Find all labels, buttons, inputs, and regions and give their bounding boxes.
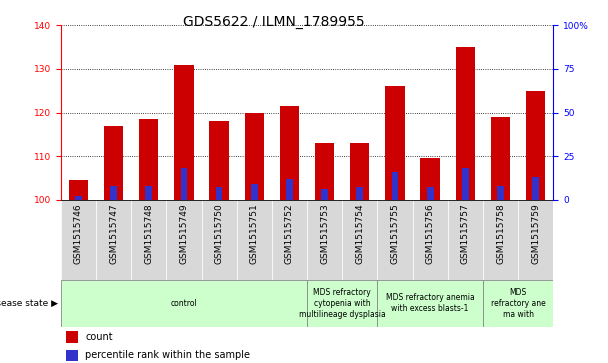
Bar — [66, 350, 78, 361]
Bar — [321, 189, 328, 200]
Text: GSM1515746: GSM1515746 — [74, 204, 83, 264]
Text: MDS refractory anemia
with excess blasts-1: MDS refractory anemia with excess blasts… — [386, 293, 474, 313]
Text: GSM1515753: GSM1515753 — [320, 204, 329, 264]
Text: GSM1515755: GSM1515755 — [390, 204, 399, 264]
Bar — [356, 187, 363, 200]
Bar — [447, 200, 483, 280]
Text: GSM1515758: GSM1515758 — [496, 204, 505, 264]
Bar — [533, 177, 539, 200]
Text: GSM1515747: GSM1515747 — [109, 204, 118, 264]
Bar — [216, 187, 223, 200]
Bar — [483, 280, 553, 327]
Bar — [181, 168, 187, 200]
Text: MDS
refractory ane
ma with: MDS refractory ane ma with — [491, 287, 545, 319]
Bar — [491, 117, 510, 200]
Bar — [526, 91, 545, 200]
Bar — [69, 180, 88, 200]
Bar — [385, 86, 405, 200]
Bar — [392, 172, 398, 200]
Bar — [280, 106, 299, 200]
Text: GSM1515752: GSM1515752 — [285, 204, 294, 264]
Bar — [462, 168, 469, 200]
Text: GSM1515750: GSM1515750 — [215, 204, 224, 264]
Text: count: count — [85, 332, 113, 342]
Text: GSM1515748: GSM1515748 — [144, 204, 153, 264]
Text: disease state ▶: disease state ▶ — [0, 299, 58, 307]
Bar — [209, 121, 229, 200]
Bar — [145, 186, 152, 200]
Bar — [286, 179, 293, 200]
Text: GSM1515754: GSM1515754 — [355, 204, 364, 264]
Bar — [237, 200, 272, 280]
Bar — [483, 200, 518, 280]
Bar — [378, 200, 413, 280]
Bar — [421, 158, 440, 200]
Bar — [167, 200, 201, 280]
Bar — [272, 200, 307, 280]
Bar — [350, 143, 370, 200]
Text: MDS refractory
cytopenia with
multilineage dysplasia: MDS refractory cytopenia with multilinea… — [299, 287, 385, 319]
Bar — [139, 119, 159, 200]
Bar — [378, 280, 483, 327]
Bar — [75, 196, 81, 200]
Bar — [307, 280, 378, 327]
Bar — [174, 65, 193, 200]
Text: GSM1515757: GSM1515757 — [461, 204, 470, 264]
Bar — [131, 200, 167, 280]
Bar — [110, 186, 117, 200]
Text: GSM1515759: GSM1515759 — [531, 204, 540, 264]
Bar — [61, 280, 307, 327]
Bar — [104, 126, 123, 200]
Bar — [497, 186, 504, 200]
Text: GSM1515756: GSM1515756 — [426, 204, 435, 264]
Bar — [251, 184, 258, 200]
Bar — [342, 200, 378, 280]
Bar — [96, 200, 131, 280]
Bar — [66, 331, 78, 343]
Text: GSM1515749: GSM1515749 — [179, 204, 188, 264]
Bar — [455, 47, 475, 200]
Text: GDS5622 / ILMN_1789955: GDS5622 / ILMN_1789955 — [183, 15, 364, 29]
Bar — [413, 200, 447, 280]
Bar — [61, 200, 96, 280]
Text: control: control — [171, 299, 197, 307]
Bar — [427, 187, 434, 200]
Bar — [518, 200, 553, 280]
Bar — [315, 143, 334, 200]
Bar — [201, 200, 237, 280]
Bar — [307, 200, 342, 280]
Bar — [244, 113, 264, 200]
Text: GSM1515751: GSM1515751 — [250, 204, 259, 264]
Text: percentile rank within the sample: percentile rank within the sample — [85, 350, 250, 360]
